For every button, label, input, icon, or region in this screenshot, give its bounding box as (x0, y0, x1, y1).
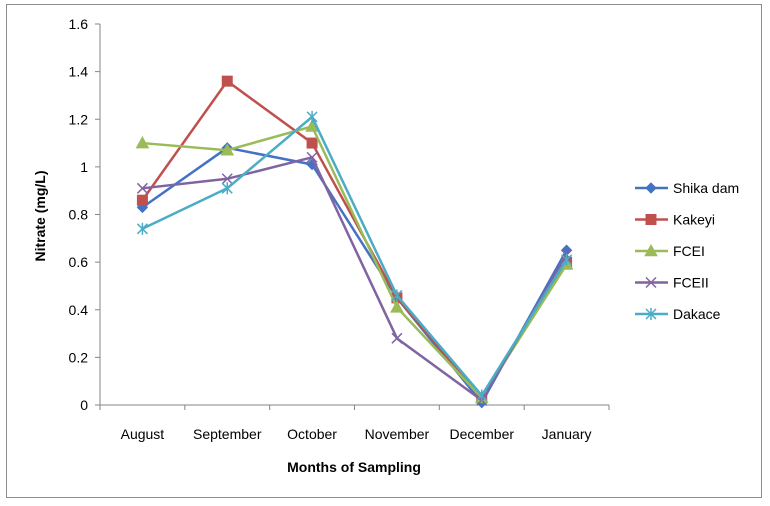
data-point (476, 389, 488, 402)
data-point (645, 276, 657, 289)
y-tick-label: 1.6 (69, 16, 89, 32)
data-point (136, 182, 148, 194)
data-point (306, 110, 318, 123)
data-point (560, 244, 573, 256)
x-tick-label: November (365, 426, 430, 442)
data-point (220, 143, 235, 156)
legend-item: FCEII (635, 275, 709, 291)
y-tick-label: 0.2 (69, 349, 89, 365)
series-fcei (135, 119, 574, 404)
legend-label: FCEII (673, 275, 709, 291)
x-axis-title: Months of Sampling (287, 459, 421, 475)
data-point (645, 214, 657, 225)
data-point (645, 182, 657, 194)
data-point (644, 243, 658, 257)
data-point (306, 137, 318, 149)
series-fceii (136, 151, 573, 406)
data-point (390, 300, 404, 313)
y-tick-label: 1 (80, 159, 88, 175)
data-point (391, 289, 403, 302)
data-point (561, 253, 573, 266)
y-tick-label: 1.2 (69, 111, 89, 127)
series-dakace (136, 110, 573, 402)
data-point (136, 194, 148, 206)
y-tick-label: 0.8 (69, 207, 89, 223)
legend: Shika dam Kakeyi FCEI FCEII Dakace (635, 180, 739, 322)
data-point (645, 308, 657, 320)
legend-item: Kakeyi (635, 212, 715, 228)
data-point (135, 136, 150, 149)
legend-item: Shika dam (635, 180, 739, 196)
y-tick-label: 0.4 (69, 302, 89, 318)
legend-label: Shika dam (673, 180, 739, 196)
legend-label: Kakeyi (673, 212, 715, 228)
y-tick-label: 1.4 (69, 64, 89, 80)
x-tick-label: September (193, 426, 262, 442)
x-tick-label: October (287, 426, 337, 442)
y-axis-title: Nitrate (mg/L) (32, 171, 48, 262)
y-tick-label: 0 (80, 397, 88, 413)
data-point (306, 151, 318, 163)
legend-label: Dakace (673, 306, 721, 322)
series-line (141, 79, 568, 400)
legend-label: FCEI (673, 243, 705, 259)
data-point (136, 222, 148, 235)
x-tick-label: August (121, 426, 165, 442)
series-line (142, 125, 568, 400)
x-tick-label: December (449, 426, 514, 442)
series-group (135, 75, 574, 409)
series-line (141, 115, 568, 397)
data-point (221, 173, 233, 185)
legend-item: Dakace (635, 306, 721, 322)
y-tick-label: 0.6 (69, 254, 89, 270)
y-tick-labels: 0 0.2 0.4 0.6 0.8 1 1.2 1.4 1.6 (69, 16, 89, 413)
x-tick-labels: August September October November December Ja… (121, 426, 592, 442)
data-point (221, 75, 233, 87)
axes (95, 23, 610, 410)
data-point (221, 182, 233, 195)
series-line (142, 156, 568, 402)
x-tick-label: January (542, 426, 592, 442)
legend-item: FCEI (635, 243, 705, 259)
data-point (391, 332, 403, 344)
